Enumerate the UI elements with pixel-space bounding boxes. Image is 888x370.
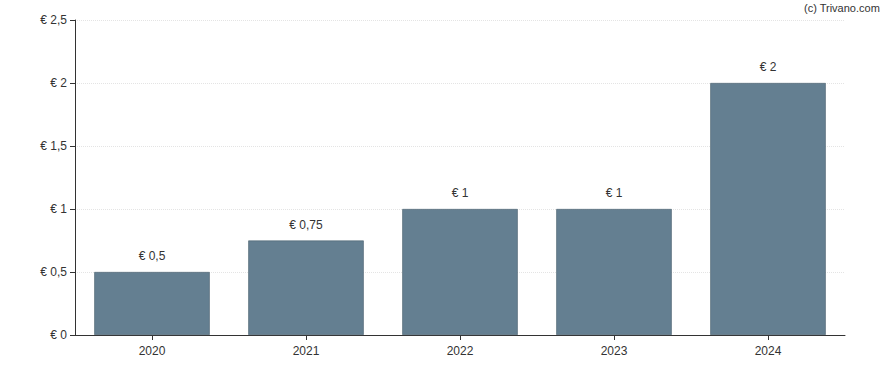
svg-text:€ 1,5: € 1,5 (40, 139, 67, 153)
svg-text:2023: 2023 (601, 344, 628, 358)
svg-text:€ 2,5: € 2,5 (40, 13, 67, 27)
svg-text:€ 0,5: € 0,5 (139, 249, 166, 263)
svg-text:€ 2: € 2 (50, 76, 67, 90)
svg-text:€ 1: € 1 (452, 186, 469, 200)
svg-text:(c) Trivano.com: (c) Trivano.com (804, 2, 880, 14)
svg-text:€ 0: € 0 (50, 328, 67, 342)
svg-text:€ 1: € 1 (50, 202, 67, 216)
svg-text:2022: 2022 (447, 344, 474, 358)
svg-text:€ 0,75: € 0,75 (289, 218, 323, 232)
svg-text:€ 2: € 2 (760, 60, 777, 74)
svg-text:2020: 2020 (139, 344, 166, 358)
svg-text:2024: 2024 (755, 344, 782, 358)
svg-text:€ 0,5: € 0,5 (40, 265, 67, 279)
svg-text:2021: 2021 (293, 344, 320, 358)
svg-text:€ 1: € 1 (606, 186, 623, 200)
